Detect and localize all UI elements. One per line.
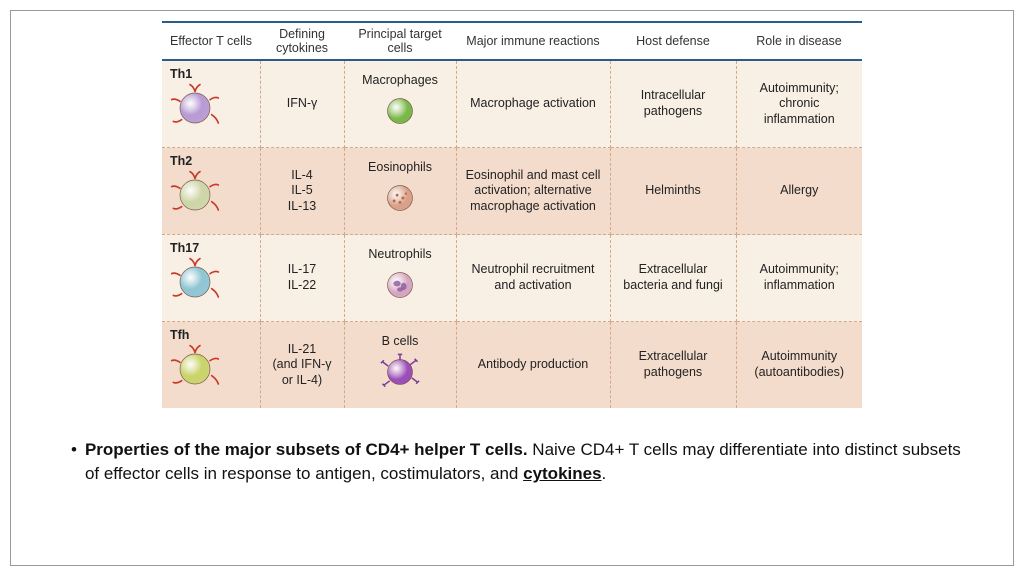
caption: • Properties of the major subsets of CD4… — [71, 438, 973, 486]
effector-name: Th17 — [170, 241, 252, 255]
reactions-cell: Macrophage activation — [456, 60, 610, 148]
disease-cell: Autoimmunity; inflammation — [736, 235, 862, 322]
tcell-subsets-table: Effector T cellsDefining cytokinesPrinci… — [162, 21, 862, 408]
reactions-cell: Neutrophil recruitment and activation — [456, 235, 610, 322]
cytokines-cell: IFN-γ — [260, 60, 344, 148]
target-name: Macrophages — [362, 73, 438, 87]
tcell-icon — [170, 383, 220, 397]
effector-cell: Th17 — [162, 235, 260, 322]
cytokines-cell: IL-21(and IFN-γor IL-4) — [260, 322, 344, 409]
defense-cell: Intracellular pathogens — [610, 60, 736, 148]
effector-cell: Tfh — [162, 322, 260, 409]
effector-name: Th1 — [170, 67, 252, 81]
table-row: Tfh IL-21(and IFN-γor IL-4) B cells — [162, 322, 862, 409]
defense-cell: Extracellular pathogens — [610, 322, 736, 409]
column-header: Principal target cells — [344, 22, 456, 60]
effector-cell: Th1 — [162, 60, 260, 148]
effector-name: Th2 — [170, 154, 252, 168]
reactions-cell: Eosinophil and mast cell activation; alt… — [456, 148, 610, 235]
cytokines-cell: IL-17IL-22 — [260, 235, 344, 322]
cytokines-cell: IL-4IL-5IL-13 — [260, 148, 344, 235]
disease-cell: Autoimmunity; chronic inflammation — [736, 60, 862, 148]
table-header-row: Effector T cellsDefining cytokinesPrinci… — [162, 22, 862, 60]
target-name: Neutrophils — [368, 247, 431, 261]
disease-cell: Autoimmunity (autoantibodies) — [736, 322, 862, 409]
tcell-icon — [170, 122, 220, 136]
column-header: Defining cytokines — [260, 22, 344, 60]
target-cell: Eosinophils — [344, 148, 456, 235]
tcell-icon — [170, 296, 220, 310]
target-name: Eosinophils — [368, 160, 432, 174]
table-body: Th1 IFN-γMacrophages Macrophage activa — [162, 60, 862, 408]
tcell-icon — [170, 209, 220, 223]
target-icon — [378, 89, 422, 136]
table-container: Effector T cellsDefining cytokinesPrinci… — [162, 21, 862, 408]
table-row: Th17 IL-17IL-22Neutrophils Neutrophil — [162, 235, 862, 322]
effector-cell: Th2 — [162, 148, 260, 235]
reactions-cell: Antibody production — [456, 322, 610, 409]
disease-cell: Allergy — [736, 148, 862, 235]
caption-rest2: . — [602, 464, 607, 483]
caption-bold: Properties of the major subsets of CD4+ … — [85, 440, 528, 459]
column-header: Major immune reactions — [456, 22, 610, 60]
column-header: Role in disease — [736, 22, 862, 60]
target-cell: Macrophages — [344, 60, 456, 148]
target-name: B cells — [382, 334, 419, 348]
target-icon — [378, 350, 422, 397]
slide-frame: Effector T cellsDefining cytokinesPrinci… — [10, 10, 1014, 566]
column-header: Effector T cells — [162, 22, 260, 60]
target-icon — [378, 263, 422, 310]
target-icon — [378, 176, 422, 223]
table-row: Th1 IFN-γMacrophages Macrophage activa — [162, 60, 862, 148]
target-cell: Neutrophils — [344, 235, 456, 322]
effector-name: Tfh — [170, 328, 252, 342]
target-cell: B cells — [344, 322, 456, 409]
caption-underlined: cytokines — [523, 464, 601, 483]
table-row: Th2 IL-4IL-5IL-13Eosinophils Eosinophi — [162, 148, 862, 235]
caption-text: Properties of the major subsets of CD4+ … — [85, 438, 973, 486]
column-header: Host defense — [610, 22, 736, 60]
defense-cell: Extracellular bacteria and fungi — [610, 235, 736, 322]
defense-cell: Helminths — [610, 148, 736, 235]
bullet-dot: • — [71, 438, 77, 486]
